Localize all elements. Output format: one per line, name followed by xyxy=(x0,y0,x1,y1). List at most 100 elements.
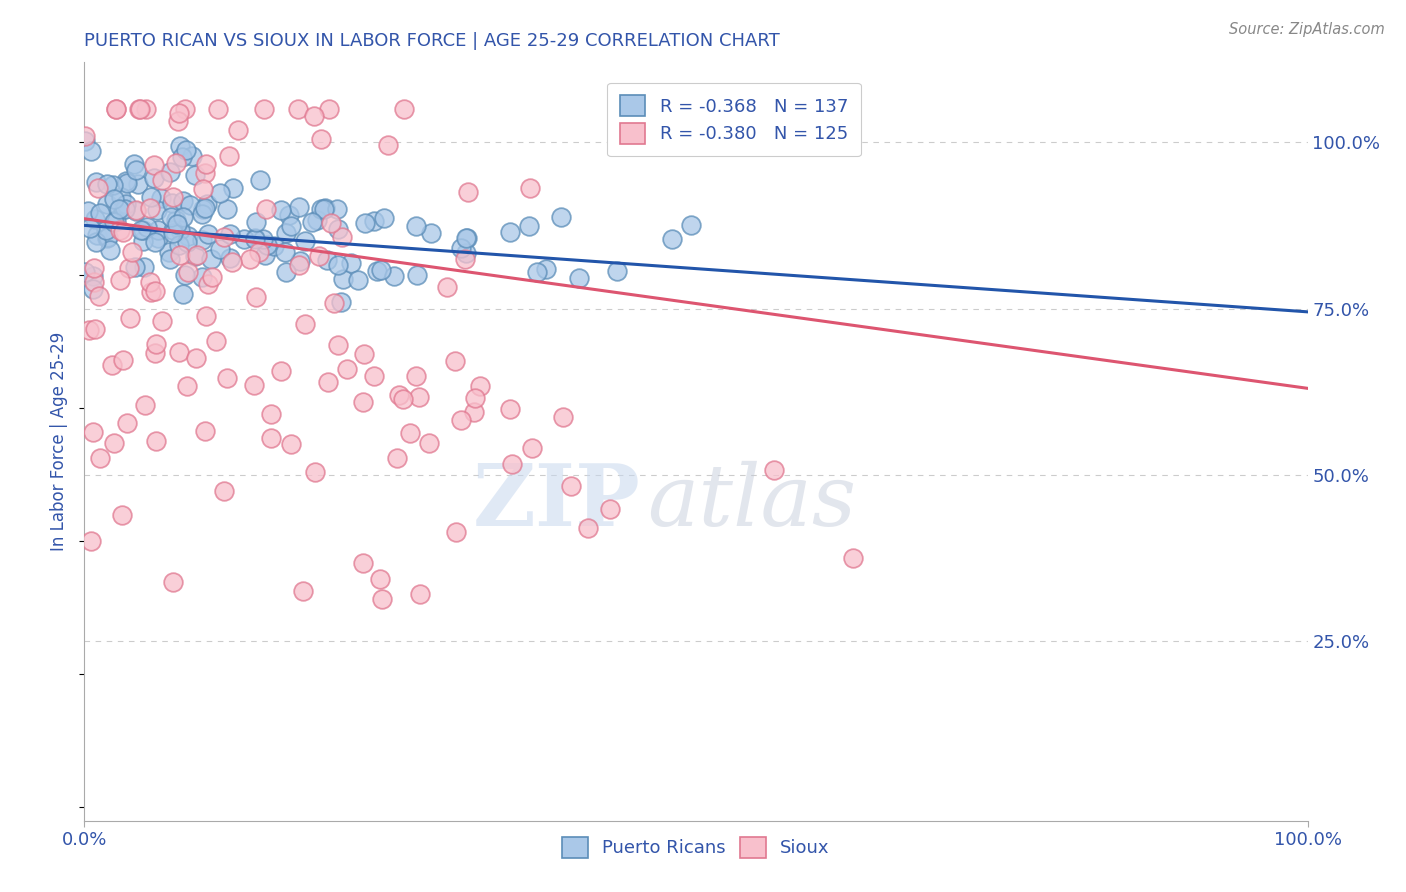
Point xyxy=(197,227,219,241)
Point xyxy=(841,550,863,565)
Point xyxy=(176,235,198,250)
Point xyxy=(454,246,477,260)
Point xyxy=(145,337,167,351)
Point xyxy=(82,283,104,297)
Point xyxy=(233,232,256,246)
Point xyxy=(135,102,157,116)
Point xyxy=(308,249,330,263)
Point xyxy=(661,232,683,246)
Point xyxy=(157,244,180,259)
Point xyxy=(172,210,194,224)
Point xyxy=(219,251,242,265)
Point xyxy=(143,235,166,249)
Point xyxy=(173,102,195,116)
Point xyxy=(176,379,198,393)
Point xyxy=(276,265,298,279)
Point xyxy=(169,139,191,153)
Point xyxy=(301,215,323,229)
Point xyxy=(520,441,543,455)
Point xyxy=(111,202,134,217)
Point xyxy=(184,168,207,182)
Point xyxy=(194,157,217,171)
Point xyxy=(249,173,271,187)
Point xyxy=(294,235,316,249)
Point xyxy=(98,244,121,258)
Point xyxy=(499,225,522,239)
Point xyxy=(319,215,342,229)
Point xyxy=(111,225,134,239)
Point xyxy=(408,390,430,404)
Point xyxy=(245,290,267,304)
Point xyxy=(519,181,541,195)
Point xyxy=(311,202,333,216)
Point xyxy=(101,178,124,192)
Point xyxy=(167,238,190,252)
Point xyxy=(195,197,218,211)
Point xyxy=(208,243,231,257)
Point xyxy=(219,227,242,242)
Point xyxy=(221,254,243,268)
Point xyxy=(166,217,188,231)
Point xyxy=(239,252,262,266)
Point xyxy=(146,223,169,237)
Point xyxy=(606,263,628,277)
Point xyxy=(191,202,214,217)
Point xyxy=(270,203,292,218)
Point xyxy=(226,122,249,136)
Point xyxy=(254,202,277,217)
Point xyxy=(191,207,214,221)
Point xyxy=(347,273,370,287)
Point xyxy=(80,533,103,548)
Point xyxy=(247,244,270,259)
Point xyxy=(217,202,239,216)
Point xyxy=(86,228,108,243)
Point xyxy=(165,213,187,227)
Point xyxy=(186,248,208,262)
Point xyxy=(762,463,785,477)
Point xyxy=(125,162,148,177)
Point xyxy=(160,210,183,224)
Point xyxy=(128,102,150,116)
Point xyxy=(173,268,195,282)
Point xyxy=(260,407,283,421)
Point xyxy=(141,285,163,299)
Point xyxy=(118,261,141,276)
Point xyxy=(128,102,150,116)
Point xyxy=(274,245,297,260)
Point xyxy=(681,219,703,233)
Point xyxy=(115,176,138,190)
Point xyxy=(84,235,107,249)
Point xyxy=(194,201,217,215)
Point xyxy=(132,235,155,249)
Point xyxy=(174,143,197,157)
Point xyxy=(332,230,354,244)
Point xyxy=(280,219,302,234)
Point xyxy=(288,258,311,272)
Point xyxy=(316,375,339,389)
Point xyxy=(82,425,104,439)
Text: atlas: atlas xyxy=(647,461,856,543)
Point xyxy=(127,177,149,191)
Point xyxy=(183,249,205,263)
Point xyxy=(77,323,100,337)
Point xyxy=(599,501,621,516)
Point xyxy=(328,338,350,352)
Point xyxy=(468,378,491,392)
Point xyxy=(371,592,394,607)
Point xyxy=(200,252,222,267)
Point xyxy=(125,202,148,217)
Point xyxy=(443,354,465,368)
Point xyxy=(103,214,125,228)
Point xyxy=(79,221,101,235)
Point xyxy=(87,288,110,302)
Point xyxy=(464,391,486,405)
Point xyxy=(162,575,184,590)
Point xyxy=(245,215,267,229)
Point xyxy=(218,149,240,163)
Point xyxy=(534,262,557,277)
Point xyxy=(75,265,97,279)
Point xyxy=(82,268,104,283)
Point xyxy=(406,268,429,282)
Point xyxy=(139,202,162,216)
Point xyxy=(526,265,548,279)
